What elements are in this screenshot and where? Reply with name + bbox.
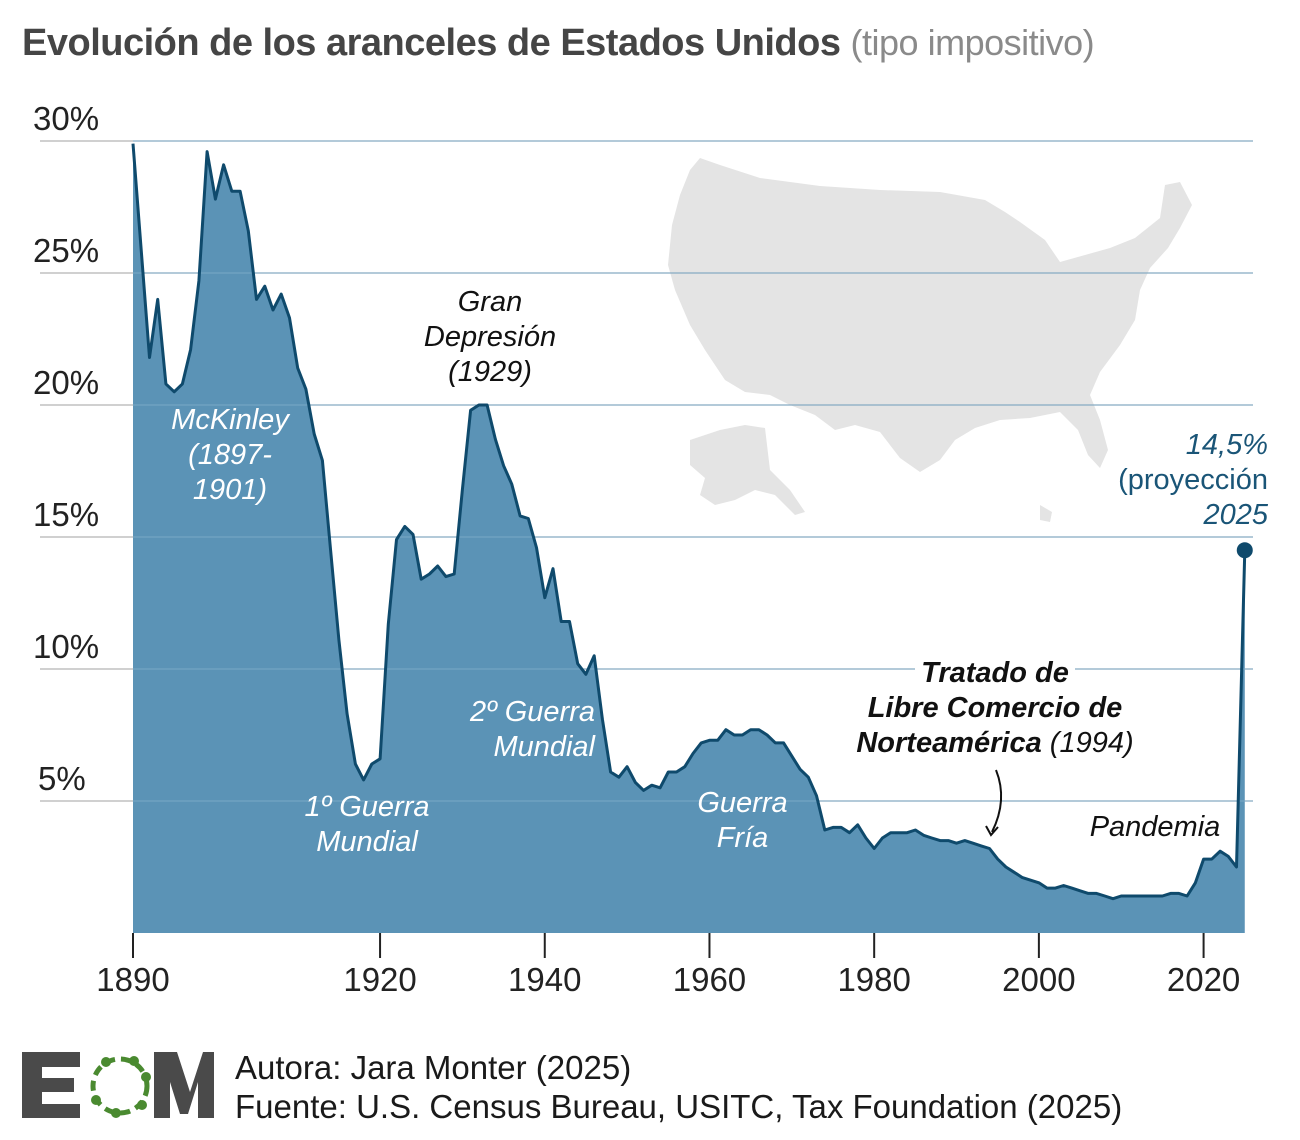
footer-author: Autora: Jara Monter (2025)	[235, 1049, 632, 1086]
annotation-line: Norteamérica	[856, 727, 1042, 759]
tariff-line	[131, 143, 1247, 901]
x-tick-label: 1960	[673, 961, 746, 998]
annotation-guerra-fria: Guerra Fría	[680, 786, 805, 856]
annotation-line: Mundial	[493, 731, 595, 763]
annotation-line: 1º Guerra	[304, 791, 430, 823]
annotation-mckinley: McKinley (1897- 1901)	[160, 403, 300, 508]
annotation-line: Pandemia	[1089, 811, 1221, 843]
annotation-line: 2º Guerra	[469, 696, 595, 728]
annotation-gran-depresion: Gran Depresión (1929)	[410, 285, 570, 390]
x-tick-label: 2020	[1167, 961, 1240, 998]
logo-letter-e	[22, 1052, 80, 1118]
y-tick-label: 30%	[33, 100, 99, 137]
x-tick-label: 1920	[343, 961, 416, 998]
annotation-line: McKinley	[171, 404, 289, 436]
projection-year: 2025	[1203, 499, 1268, 531]
annotation-pandemia: Pandemia	[1080, 810, 1230, 845]
footer-credits: Autora: Jara Monter (2025) Fuente: U.S. …	[235, 1048, 1122, 1126]
y-tick-label: 25%	[33, 232, 99, 269]
projection-point	[1236, 542, 1253, 559]
x-tick-label: 2000	[1002, 961, 1075, 998]
eom-logo	[22, 1052, 214, 1118]
annotation-line: Fría	[716, 822, 769, 854]
nafta-arrow	[991, 769, 1003, 833]
y-tick-label: 5%	[38, 760, 86, 797]
annotation-line: 1901)	[192, 474, 268, 506]
annotation-ww1: 1º Guerra Mundial	[292, 790, 442, 860]
chart-title: Evolución de los aranceles de Estados Un…	[22, 22, 1095, 65]
annotation-line: (1897-	[188, 439, 272, 471]
y-tick-label: 15%	[33, 496, 99, 533]
annotation-line: Mundial	[316, 826, 418, 858]
annotation-line: Libre Comercio de	[867, 692, 1123, 724]
annotation-nafta: Tratado de Libre Comercio de Norteaméric…	[845, 656, 1145, 761]
annotation-line: Depresión	[423, 321, 557, 353]
annotation-ww2: 2º Guerra Mundial	[440, 695, 595, 765]
title-subtitle: (tipo impositivo)	[850, 22, 1095, 63]
annotation-line: (1929)	[448, 356, 532, 388]
chart-area: 5% 10% 15% 20% 25% 30% 1890 1920 1940 1960 1980 20…	[33, 100, 1253, 998]
y-tick-label: 10%	[33, 628, 99, 665]
footer-source: Fuente: U.S. Census Bureau, USITC, Tax F…	[235, 1088, 1123, 1125]
alaska-map	[690, 425, 805, 515]
x-tick-label: 1940	[508, 961, 581, 998]
annotation-line: Tratado de	[921, 657, 1069, 689]
tariff-area-fill	[133, 143, 1245, 933]
usa-contiguous-map	[668, 158, 1192, 472]
y-tick-label: 20%	[33, 364, 99, 401]
projection-value: 14,5%	[1185, 429, 1268, 461]
title-main: Evolución de los aranceles de Estados Un…	[22, 22, 841, 64]
logo-letter-o-dots	[90, 1056, 151, 1118]
nafta-arrowhead	[985, 825, 999, 837]
x-tick-label: 1980	[837, 961, 910, 998]
projection-label: 14,5% (proyección 2025	[1090, 428, 1268, 533]
annotation-line: (1994)	[1049, 727, 1134, 759]
logo-letter-m	[154, 1052, 214, 1118]
x-tick-label: 1890	[96, 961, 169, 998]
usa-map-icon	[668, 158, 1192, 522]
annotation-line: Guerra	[697, 787, 788, 819]
projection-text: (proyección	[1118, 464, 1268, 496]
annotation-line: Gran	[457, 286, 523, 318]
hawaii-map	[1040, 505, 1052, 522]
